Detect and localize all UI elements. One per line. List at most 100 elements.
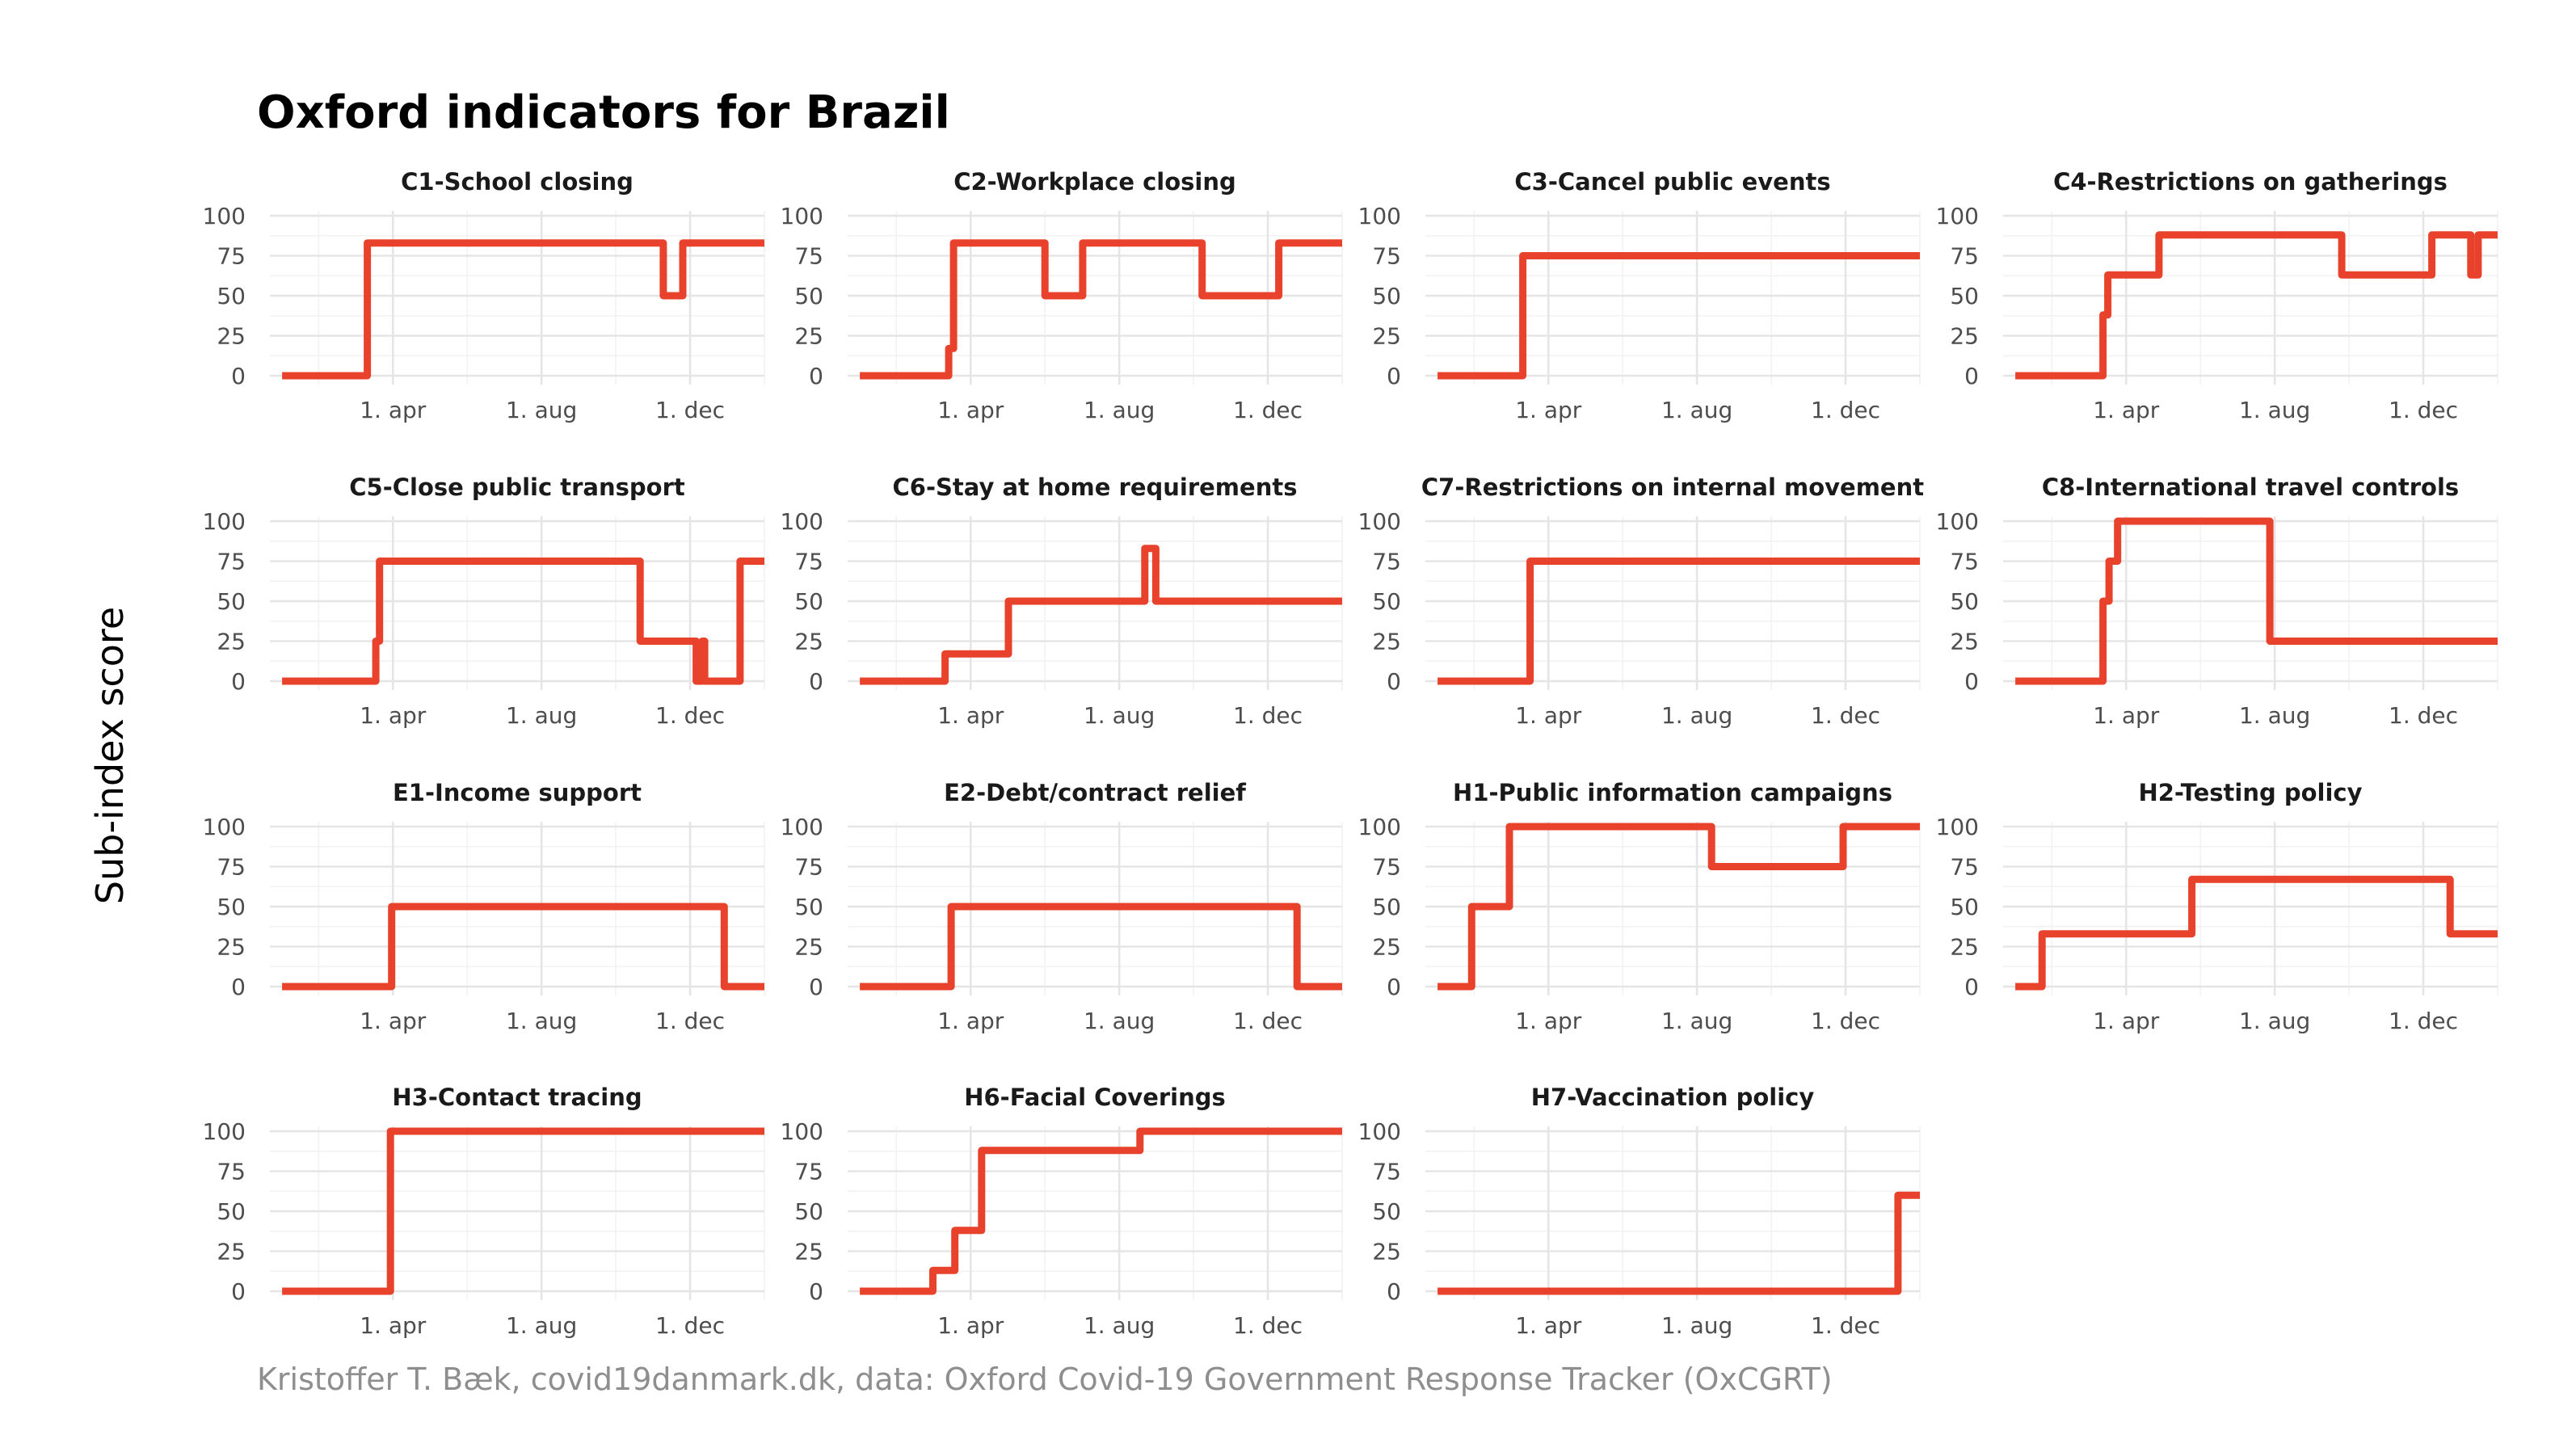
series-line-c7-restrictions-on-internal-movement — [1437, 558, 1920, 685]
x-tick-label: 1. aug — [1084, 1312, 1155, 1339]
series-line-c4-restrictions-on-gatherings — [2015, 231, 2498, 380]
x-tick-label: 1. apr — [1515, 397, 1582, 423]
y-tick-label: 0 — [231, 668, 246, 695]
series-line-h7-vaccination-policy — [1437, 1191, 1920, 1295]
y-tick-label: 0 — [809, 1278, 823, 1305]
y-tick-label: 25 — [794, 934, 823, 961]
y-tick-label: 0 — [1964, 974, 1979, 1000]
x-tick-label: 1. aug — [2239, 1008, 2310, 1034]
x-tick-label: 1. apr — [2093, 397, 2160, 423]
panel-title: E2-Debt/contract relief — [944, 779, 1246, 806]
x-tick-label: 1. apr — [360, 397, 427, 423]
x-tick-label: 1. dec — [1811, 1312, 1880, 1339]
y-tick-label: 25 — [1950, 934, 1979, 961]
panel-title: H7-Vaccination policy — [1531, 1084, 1815, 1111]
x-tick-label: 1. dec — [1233, 397, 1303, 423]
y-tick-label: 75 — [1372, 1159, 1401, 1185]
panel-c2-workplace-closing: C2-Workplace closing 0 25 50 75 100 1. apr 1. a… — [781, 168, 1343, 423]
x-tick-label: 1. aug — [1084, 702, 1155, 729]
y-tick-label: 50 — [217, 283, 246, 309]
y-tick-label: 25 — [217, 1239, 246, 1265]
y-tick-label: 0 — [231, 363, 246, 389]
y-tick-label: 100 — [1936, 508, 1979, 535]
y-tick-label: 50 — [217, 1198, 246, 1225]
y-axis-label: Sub-index score — [88, 607, 132, 904]
y-tick-label: 100 — [203, 1118, 246, 1145]
panel-title: H3-Contact tracing — [392, 1084, 642, 1111]
x-tick-label: 1. aug — [1661, 1312, 1732, 1339]
panel-h3-contact-tracing: H3-Contact tracing 0 25 50 75 100 1. apr 1. aug… — [203, 1084, 765, 1339]
y-tick-label: 100 — [781, 203, 823, 229]
y-tick-label: 100 — [203, 814, 246, 840]
y-tick-label: 100 — [203, 508, 246, 535]
y-tick-label: 0 — [809, 363, 823, 389]
series-line-c3-cancel-public-events — [1437, 252, 1920, 380]
y-tick-label: 50 — [217, 894, 246, 920]
x-tick-label: 1. dec — [1233, 1008, 1303, 1034]
x-tick-label: 1. apr — [2093, 702, 2160, 729]
y-tick-label: 100 — [203, 203, 246, 229]
y-tick-label: 25 — [217, 323, 246, 350]
y-tick-label: 0 — [1387, 1278, 1401, 1305]
x-tick-label: 1. dec — [1811, 397, 1880, 423]
series-line-c8-international-travel-controls — [2015, 517, 2498, 685]
x-tick-label: 1. apr — [1515, 702, 1582, 729]
panel-title: E1-Income support — [393, 779, 642, 806]
y-tick-label: 50 — [1372, 894, 1401, 920]
y-tick-label: 75 — [217, 549, 246, 575]
y-tick-label: 0 — [809, 668, 823, 695]
x-tick-label: 1. aug — [1084, 397, 1155, 423]
panel-h6-facial-coverings: H6-Facial Coverings 0 25 50 75 100 1. apr 1. au… — [781, 1084, 1343, 1339]
panel-title: C3-Cancel public events — [1514, 168, 1830, 196]
y-tick-label: 50 — [794, 283, 823, 309]
panel-c8-international-travel-controls: C8-International travel controls 0 25 50 75 1… — [1936, 473, 2498, 729]
x-tick-label: 1. apr — [937, 1312, 1004, 1339]
series-line-c2-workplace-closing — [860, 239, 1342, 380]
x-tick-label: 1. aug — [1084, 1008, 1155, 1034]
y-tick-label: 75 — [794, 854, 823, 881]
y-tick-label: 100 — [1358, 1118, 1401, 1145]
series-line-c6-stay-at-home-requirements — [860, 545, 1342, 685]
y-tick-label: 75 — [794, 549, 823, 575]
series-line-e1-income-support — [282, 903, 764, 991]
x-tick-label: 1. apr — [937, 1008, 1004, 1034]
x-tick-label: 1. apr — [1515, 1312, 1582, 1339]
y-tick-label: 25 — [1950, 323, 1979, 350]
y-tick-label: 50 — [1950, 588, 1979, 615]
series-line-h2-testing-policy — [2015, 875, 2498, 991]
y-tick-label: 100 — [1358, 814, 1401, 840]
x-tick-label: 1. aug — [2239, 702, 2310, 729]
y-tick-label: 25 — [794, 323, 823, 350]
x-tick-label: 1. dec — [655, 702, 725, 729]
facet-panels: C1-School closing 0 25 50 75 100 1. apr 1. aug 1… — [203, 168, 2498, 1339]
x-tick-label: 1. apr — [360, 1312, 427, 1339]
y-tick-label: 25 — [794, 629, 823, 655]
y-tick-label: 0 — [1387, 363, 1401, 389]
y-tick-label: 25 — [1372, 1239, 1401, 1265]
x-tick-label: 1. apr — [360, 1008, 427, 1034]
y-tick-label: 100 — [781, 814, 823, 840]
y-tick-label: 75 — [1950, 854, 1979, 881]
x-tick-label: 1. apr — [937, 397, 1004, 423]
series-line-c1-school-closing — [282, 239, 764, 380]
x-tick-label: 1. dec — [655, 1312, 725, 1339]
y-tick-label: 50 — [1950, 283, 1979, 309]
y-tick-label: 25 — [794, 1239, 823, 1265]
y-tick-label: 25 — [1950, 629, 1979, 655]
panel-c7-restrictions-on-internal-movement: C7-Restrictions on internal movement 0 25 5… — [1358, 473, 1925, 729]
y-tick-label: 0 — [1387, 668, 1401, 695]
x-tick-label: 1. aug — [1661, 702, 1732, 729]
series-line-e2-debt-contract-relief — [860, 903, 1342, 991]
panel-c6-stay-at-home-requirements: C6-Stay at home requirements 0 25 50 75 100 1.… — [781, 473, 1343, 729]
panel-c1-school-closing: C1-School closing 0 25 50 75 100 1. apr 1. aug 1… — [203, 168, 765, 423]
panel-title: H1-Public information campaigns — [1453, 779, 1892, 806]
panel-c3-cancel-public-events: C3-Cancel public events 0 25 50 75 100 1. apr 1… — [1358, 168, 1921, 423]
panel-title: C8-International travel controls — [2042, 473, 2459, 501]
x-tick-label: 1. dec — [1811, 1008, 1880, 1034]
panel-h2-testing-policy: H2-Testing policy 0 25 50 75 100 1. apr 1. aug 1… — [1936, 779, 2498, 1034]
x-tick-label: 1. dec — [1233, 702, 1303, 729]
panel-e2-debt-contract-relief: E2-Debt/contract relief 0 25 50 75 100 1. apr 1… — [781, 779, 1343, 1034]
y-tick-label: 50 — [794, 588, 823, 615]
y-tick-label: 75 — [1372, 854, 1401, 881]
